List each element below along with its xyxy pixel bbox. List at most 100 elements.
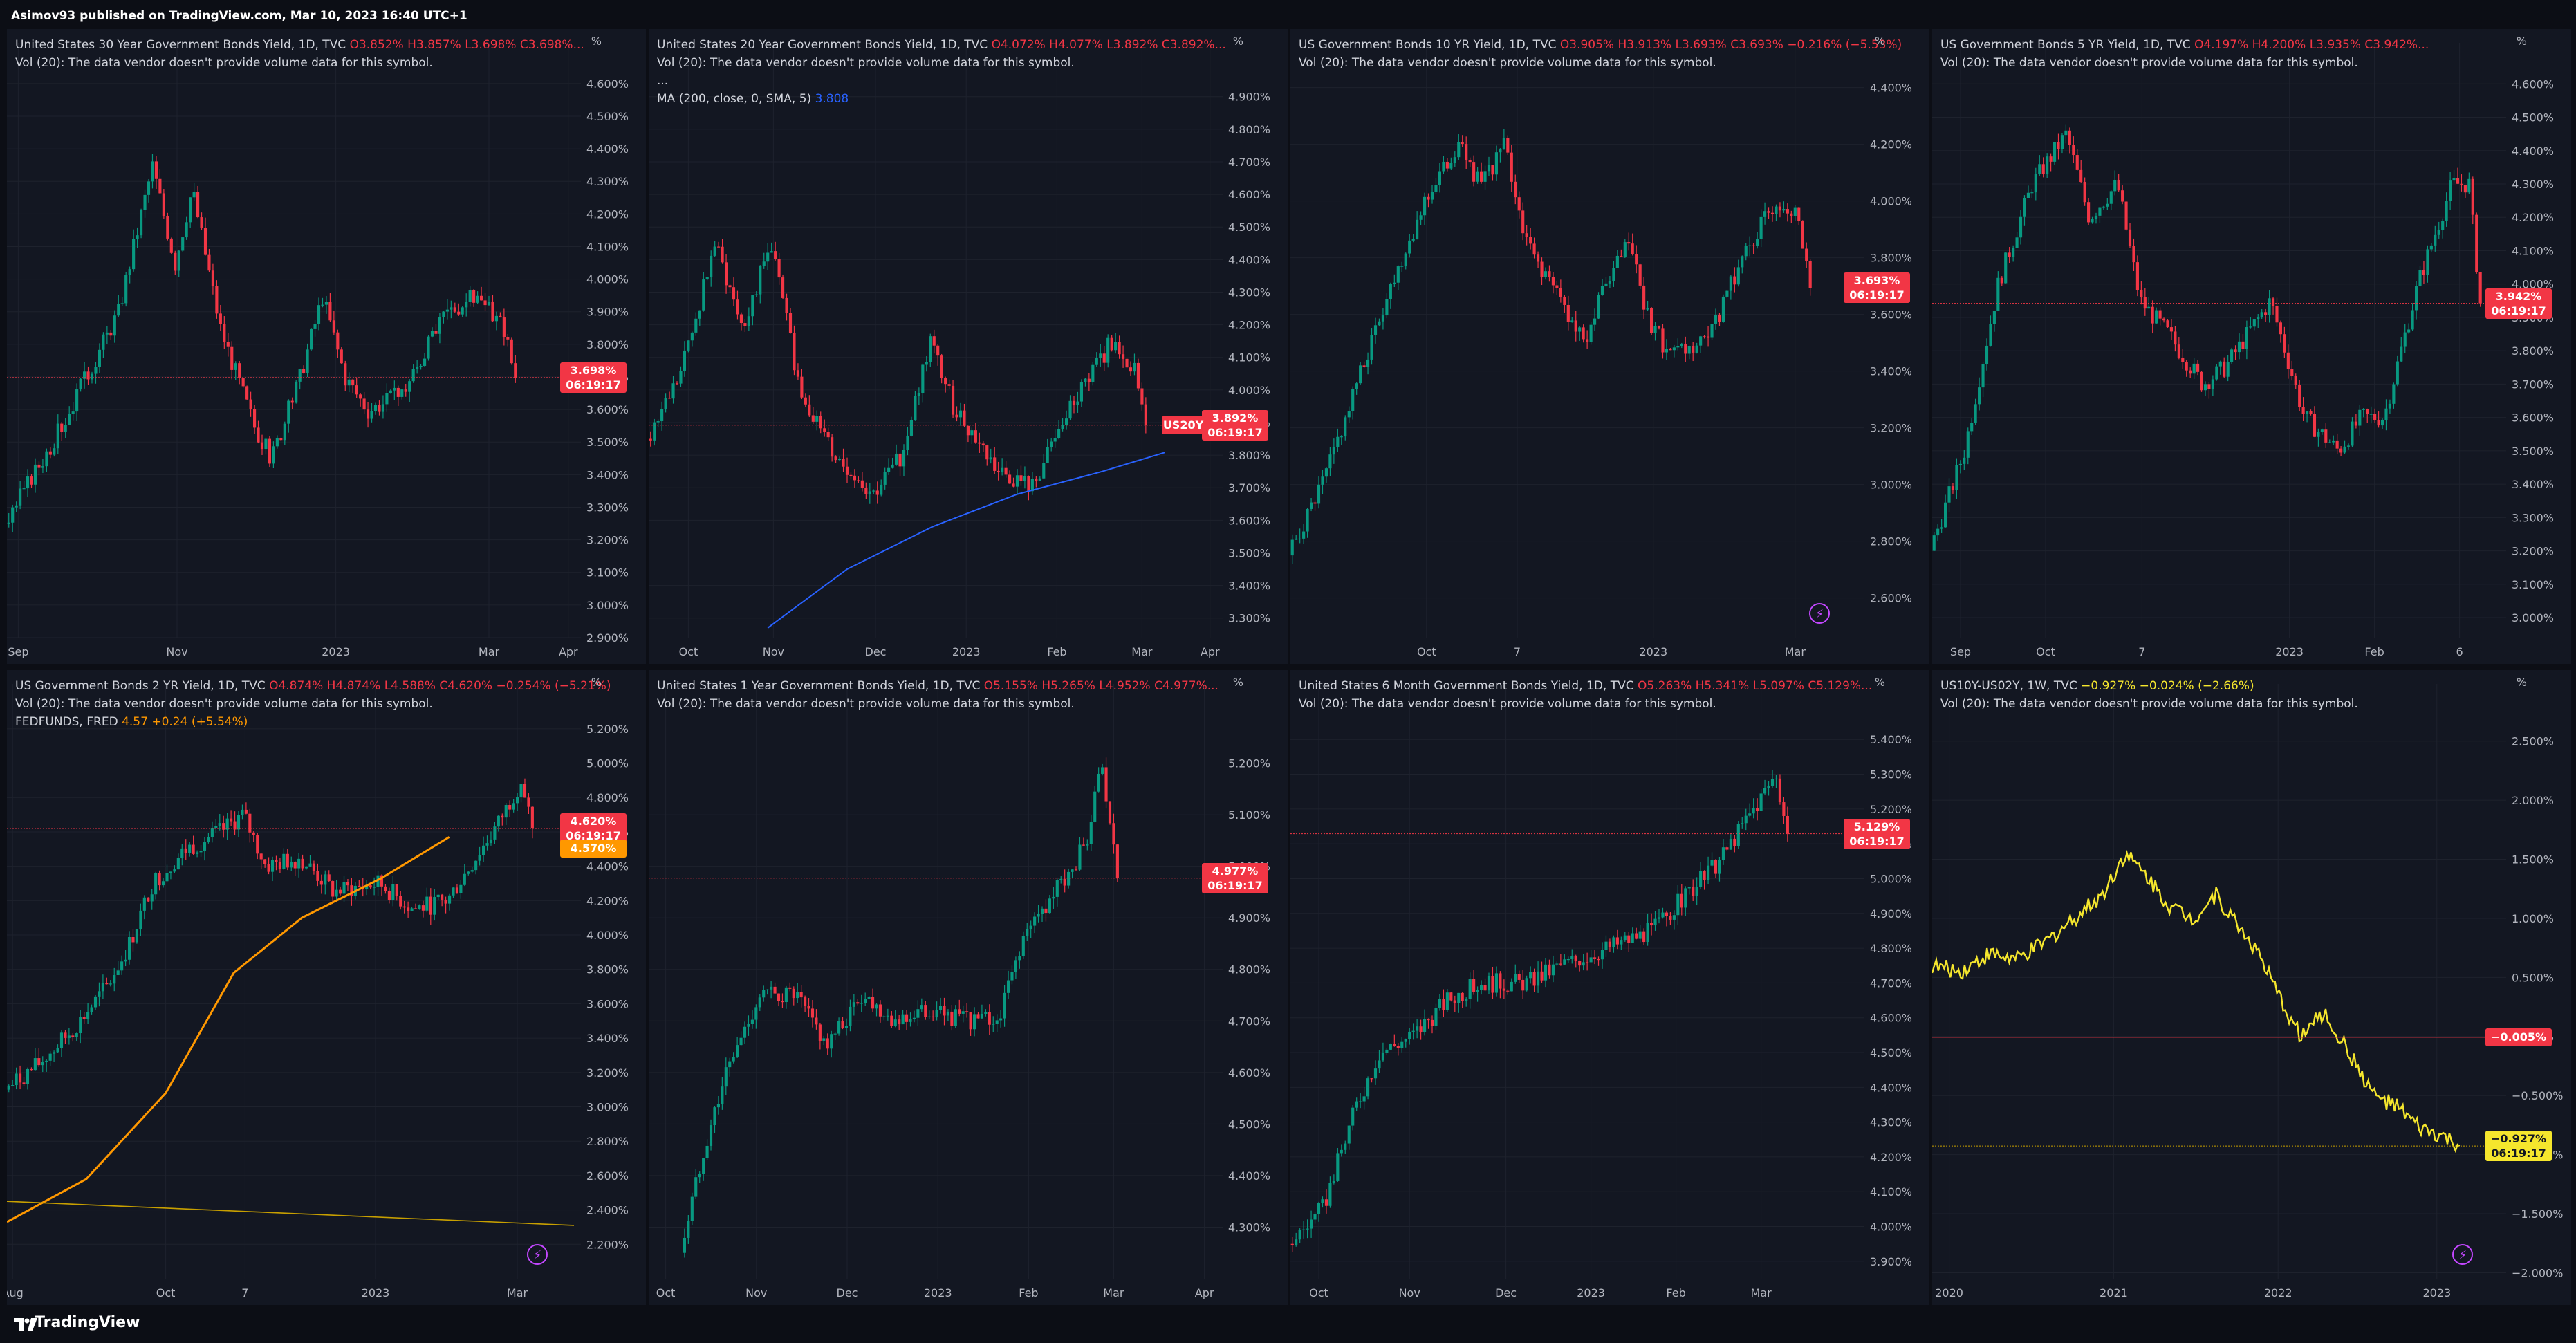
candle-body [162, 193, 165, 216]
candle-body [1295, 1239, 1298, 1245]
candle-body [1290, 539, 1294, 556]
candle-body [773, 986, 777, 994]
candle-body [1309, 1219, 1313, 1229]
candle-body [1940, 527, 1943, 529]
lightning-icon[interactable]: ⚡ [527, 1244, 548, 1265]
chart-panel-spread[interactable]: −2.000%−1.500%−1.000%−0.500%0.000%0.500%… [1932, 670, 2571, 1305]
candle-body [1578, 961, 1582, 966]
candle-body [988, 1012, 991, 1025]
candle-body [1099, 353, 1102, 358]
y-tick-label: −1.500% [2512, 1207, 2563, 1221]
candle-body [2294, 376, 2297, 385]
y-tick-label: 3.700% [2512, 378, 2554, 391]
candle-body [2317, 432, 2320, 437]
candle-body [2426, 249, 2429, 275]
candle-body [1381, 315, 1385, 322]
lightning-icon[interactable]: ⚡ [2452, 1244, 2473, 1265]
candle-body [150, 894, 154, 902]
chart-canvas[interactable]: 2.200% 2.400% 2.600% 2.800% 3.000% 3.200% 3.40… [7, 670, 646, 1305]
candle-body [849, 474, 853, 476]
candle-body [1669, 916, 1672, 920]
candle-body [2109, 191, 2113, 204]
candle-body [283, 423, 286, 441]
candle-body [864, 488, 868, 494]
chart-panel-us20y[interactable]: 3.300%3.400%3.500%3.600%3.700%3.800%3.90… [649, 29, 1288, 664]
candle-body [321, 304, 324, 306]
candle-body [245, 386, 249, 400]
chart-canvas[interactable]: −2.000%−1.500%−1.000%−0.500%0.000%0.500%… [1932, 670, 2571, 1305]
candle-body [992, 1024, 995, 1025]
candle-body [169, 871, 173, 873]
y-tick-label: 4.100% [2512, 244, 2554, 257]
candle-body [1347, 411, 1351, 418]
chart-panel-us06m[interactable]: 3.900% 4.000% 4.100% 4.200% 4.300% 4.400% 4.50… [1290, 670, 1929, 1305]
candle-body [1714, 315, 1718, 324]
candle-body [493, 826, 497, 840]
candle-body [2223, 361, 2226, 377]
x-tick-label: 2023 [2275, 645, 2304, 658]
candle-body [2189, 370, 2192, 374]
candle-body [147, 897, 150, 902]
chart-canvas[interactable]: 3.900% 4.000% 4.100% 4.200% 4.300% 4.400% 4.50… [1290, 670, 1929, 1305]
chart-canvas[interactable]: 2.600% 2.800% 3.000% 3.200% 3.400% 3.600% 3.80… [1290, 29, 1929, 664]
candle-body [1695, 887, 1698, 896]
candle-body [487, 301, 491, 306]
candle-body [841, 1021, 844, 1028]
candle-body [1332, 447, 1335, 455]
candle-body [713, 1107, 716, 1126]
candle-body [1003, 992, 1006, 1019]
candle-body [1483, 171, 1487, 182]
candle-body [1419, 215, 1423, 220]
candle-body [1684, 888, 1687, 908]
candle-body [1396, 266, 1400, 283]
candle-body [984, 1012, 988, 1014]
candle-body [117, 304, 120, 316]
candle-body [1642, 285, 1646, 310]
x-tick-label: 2020 [1935, 1286, 1963, 1299]
y-tick-label: 4.200% [1870, 1151, 1912, 1164]
candle-body [2132, 246, 2135, 263]
candle-body [2030, 192, 2034, 194]
candle-body [362, 398, 366, 410]
candle-body [328, 302, 332, 321]
chart-panel-us02y[interactable]: 2.200% 2.400% 2.600% 2.800% 3.000% 3.200% 3.40… [7, 670, 646, 1305]
candle-body [120, 961, 124, 971]
candle-body [105, 332, 109, 335]
y-tick-label: 4.000% [586, 273, 629, 286]
chart-panel-us10y[interactable]: 2.600% 2.800% 3.000% 3.200% 3.400% 3.600% 3.80… [1290, 29, 1929, 664]
chart-canvas[interactable]: 3.000% 3.100% 3.200% 3.300% 3.400% 3.500% 3.60… [1932, 29, 2571, 664]
price-tag: 4.620% 06:19:17 [560, 813, 627, 844]
y-tick-label: 4.700% [1228, 1015, 1270, 1028]
candle-body [1627, 242, 1631, 244]
y-tick-label: 4.100% [586, 240, 629, 253]
candle-body [1703, 871, 1706, 880]
chart-panel-us01y[interactable]: 4.300% 4.400% 4.500% 4.600% 4.700% 4.800% 4.90… [649, 670, 1288, 1305]
candle-body [1563, 959, 1566, 965]
y-tick-label: 2.400% [586, 1204, 629, 1217]
y-tick-label: 4.900% [1228, 911, 1270, 925]
x-tick-label: 7 [241, 1286, 248, 1299]
candle-body [1947, 486, 1951, 503]
candle-body [2384, 408, 2388, 420]
y-tick-label: 4.800% [1870, 942, 1912, 955]
candle-body [1943, 502, 1947, 528]
candle-body [286, 853, 289, 868]
fedfunds-tag: 4.570% [560, 840, 627, 858]
candle-body [1763, 211, 1767, 217]
candle-body [1001, 467, 1004, 472]
candle-body [1104, 767, 1108, 802]
candle-body [241, 378, 245, 387]
lightning-icon[interactable]: ⚡ [1809, 603, 1830, 624]
chart-canvas[interactable]: 3.300%3.400%3.500%3.600%3.700%3.800%3.90… [649, 29, 1288, 664]
chart-panel-us30y[interactable]: 2.900% 3.000% 3.100% 3.200% 3.300% 3.400% 3.50… [7, 29, 646, 664]
candle-body [1461, 992, 1464, 1001]
candle-body [1748, 813, 1752, 816]
chart-panel-us05y[interactable]: 3.000% 3.100% 3.200% 3.300% 3.400% 3.500% 3.60… [1932, 29, 2571, 664]
candle-body [180, 848, 184, 858]
axis-unit: % [1874, 35, 1885, 48]
chart-canvas[interactable]: 2.900% 3.000% 3.100% 3.200% 3.300% 3.400% 3.50… [7, 29, 646, 664]
countdown: 06:19:17 [566, 828, 621, 842]
chart-canvas[interactable]: 4.300% 4.400% 4.500% 4.600% 4.700% 4.800% 4.90… [649, 670, 1288, 1305]
candle-body [332, 320, 335, 333]
candle-body [2271, 298, 2275, 306]
